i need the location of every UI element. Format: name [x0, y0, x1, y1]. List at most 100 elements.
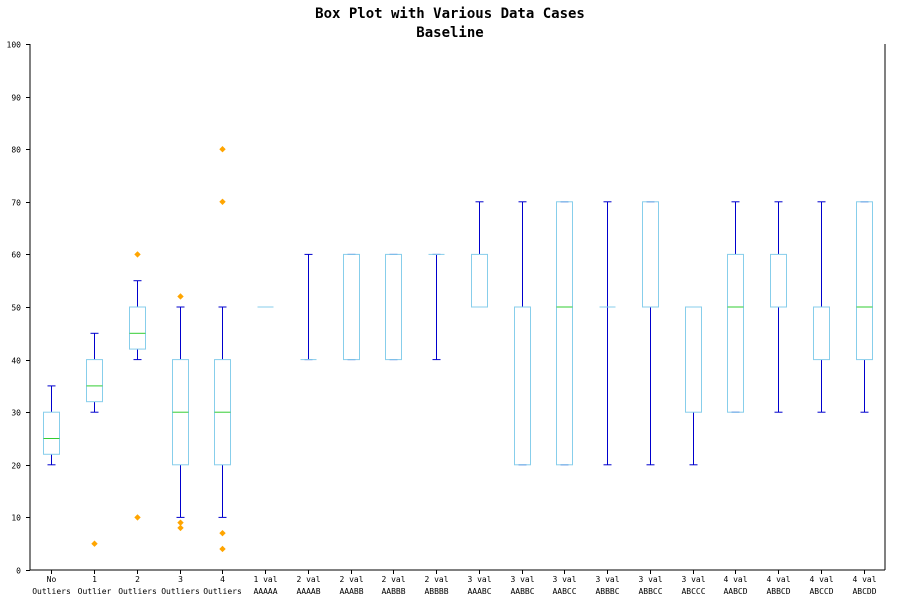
category-label-line1: 3 val — [681, 575, 705, 584]
box-group — [214, 146, 231, 553]
category-label-line2: Outliers — [32, 587, 71, 596]
box-iqr — [685, 306, 702, 413]
box-iqr — [385, 253, 402, 361]
box-group — [727, 201, 744, 413]
box-iqr — [86, 359, 103, 403]
category-label-line1: 1 — [92, 575, 97, 584]
y-tick-label: 70 — [11, 199, 21, 208]
category-label-line1: 4 val — [809, 575, 833, 584]
category-label-line1: 4 val — [723, 575, 747, 584]
box-iqr — [471, 253, 488, 308]
box-iqr — [43, 411, 60, 455]
box-group — [471, 201, 488, 308]
category-label-line2: AABBC — [510, 587, 534, 596]
outlier-point — [219, 545, 226, 553]
category-label-line2: ABBBC — [595, 587, 619, 596]
category-label-line1: 4 — [220, 575, 225, 584]
box-iqr — [813, 306, 830, 361]
box-group — [172, 293, 189, 532]
category-label-line2: AAABC — [467, 587, 491, 596]
category-label-line2: ABCDD — [852, 587, 876, 596]
category-label-line1: 3 val — [510, 575, 534, 584]
box-group — [770, 201, 787, 413]
category-label-line2: AABCD — [723, 587, 747, 596]
category-label-line2: ABBCC — [638, 587, 662, 596]
category-label-line2: Outliers — [161, 587, 200, 596]
box-group — [385, 253, 402, 361]
y-axis: 0 10 20 30 40 50 60 70 80 90 100 — [7, 41, 31, 576]
category-label-line1: 2 val — [296, 575, 320, 584]
outlier-point — [91, 540, 98, 547]
outlier-point — [177, 293, 184, 300]
outlier-point — [219, 198, 226, 205]
box-group — [129, 251, 146, 521]
category-label-line2: ABCCC — [681, 587, 705, 596]
box-iqr — [514, 306, 531, 466]
category-label-line1: 4 val — [852, 575, 876, 584]
category-labels: No Outliers 1 Outlier 2 Outliers 3 Outliers 4 Out… — [32, 575, 876, 596]
box-iqr — [343, 253, 360, 361]
category-label-line1: 2 val — [381, 575, 405, 584]
category-label-line2: AAAAB — [296, 587, 320, 596]
box-iqr — [556, 201, 573, 466]
category-label-line1: 4 val — [766, 575, 790, 584]
category-label-line2: AAABB — [339, 587, 363, 596]
category-label-line2: Outliers — [118, 587, 157, 596]
category-label-line2: AABCC — [552, 587, 576, 596]
box-group — [556, 201, 573, 466]
outlier-point — [219, 529, 226, 537]
category-label-line1: 3 val — [552, 575, 576, 584]
outlier-point — [134, 251, 141, 258]
category-label-line2: AAAAA — [253, 587, 277, 596]
box-group — [428, 253, 445, 361]
chart-subtitle: Baseline — [416, 25, 483, 41]
category-label-line2: Outliers — [203, 587, 242, 596]
chart-title: Box Plot with Various Data Cases — [315, 6, 585, 22]
box-group — [685, 306, 702, 466]
box-group — [642, 201, 659, 466]
category-label-line2: ABCCD — [809, 587, 833, 596]
y-tick-label: 100 — [7, 41, 22, 50]
box-group — [343, 253, 360, 361]
outlier-point — [177, 524, 184, 532]
category-label-line1: 2 val — [339, 575, 363, 584]
x-axis — [30, 44, 886, 574]
y-tick-label: 40 — [11, 357, 21, 366]
y-tick-label: 10 — [11, 514, 21, 523]
box-group — [599, 201, 616, 466]
category-label-line1: 3 — [178, 575, 183, 584]
y-tick-label: 80 — [11, 146, 21, 155]
y-tick-label: 90 — [11, 94, 21, 103]
outlier-point — [177, 519, 184, 526]
y-tick-label: 0 — [16, 567, 21, 576]
y-tick-label: 20 — [11, 462, 21, 471]
category-label-line1: 1 val — [253, 575, 277, 584]
category-label-line1: 3 val — [638, 575, 662, 584]
box-iqr — [856, 201, 873, 361]
category-label-line1: 2 — [135, 575, 140, 584]
outlier-point — [134, 514, 141, 521]
y-tick-label: 50 — [11, 304, 21, 313]
box-group — [86, 332, 103, 547]
category-label-line1: 3 val — [467, 575, 491, 584]
category-label-line2: AABBB — [381, 587, 405, 596]
box-group — [813, 201, 830, 413]
box-group — [514, 201, 531, 466]
box-group — [43, 385, 60, 466]
box-group — [300, 253, 317, 361]
y-tick-label: 60 — [11, 251, 21, 260]
box-iqr — [129, 306, 146, 350]
y-tick-label: 30 — [11, 409, 21, 418]
category-label-line2: Outlier — [78, 587, 112, 596]
category-label-line2: ABBCD — [766, 587, 790, 596]
boxes-layer — [43, 146, 873, 553]
outlier-point — [219, 146, 226, 153]
box-iqr — [770, 253, 787, 308]
box-group — [856, 201, 873, 413]
category-label-line1: 2 val — [424, 575, 448, 584]
category-label-line1: 3 val — [595, 575, 619, 584]
box-iqr — [642, 201, 659, 308]
box-iqr — [727, 253, 744, 413]
category-label-line2: ABBBB — [424, 587, 448, 596]
